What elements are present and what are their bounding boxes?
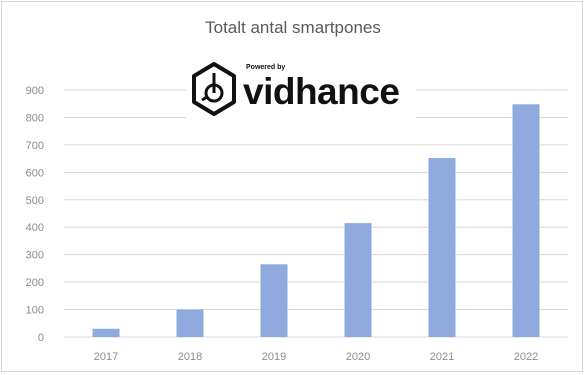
gridlines [64, 89, 568, 338]
x-tick-label: 2019 [262, 351, 286, 363]
bar-2019 [260, 264, 288, 337]
x-tick-label: 2022 [514, 351, 538, 363]
y-tick-label: 500 [26, 195, 44, 207]
y-tick-label: 300 [26, 250, 44, 262]
y-tick-label: 900 [26, 85, 44, 97]
bar-2022 [512, 104, 540, 337]
x-tick-labels: 2017 2018 2019 2020 2021 2022 [94, 351, 538, 363]
bars [92, 104, 540, 337]
y-tick-label: 700 [26, 140, 44, 152]
y-tick-label: 100 [26, 305, 44, 317]
bar-2018 [176, 309, 204, 337]
y-tick-label: 800 [26, 112, 44, 124]
bar-2021 [428, 158, 456, 337]
vidhance-wordmark: vidhance [243, 71, 400, 112]
hexagon-cube-icon [192, 62, 236, 116]
y-tick-label: 600 [26, 167, 44, 179]
x-tick-label: 2020 [346, 351, 370, 363]
powered-by-label: Powered by [246, 64, 286, 71]
chart-title: Totalt antal smartpones [205, 18, 381, 37]
y-tick-label: 0 [38, 332, 44, 344]
y-tick-label: 200 [26, 277, 44, 289]
x-tick-label: 2018 [178, 351, 202, 363]
bar-2020 [344, 223, 372, 337]
x-tick-label: 2021 [430, 351, 454, 363]
vidhance-watermark: Powered by vidhance [186, 58, 416, 120]
x-tick-label: 2017 [94, 351, 118, 363]
bar-2017 [92, 328, 120, 337]
y-tick-labels: 0 100 200 300 400 500 600 700 800 900 [26, 85, 44, 344]
y-tick-label: 400 [26, 222, 44, 234]
